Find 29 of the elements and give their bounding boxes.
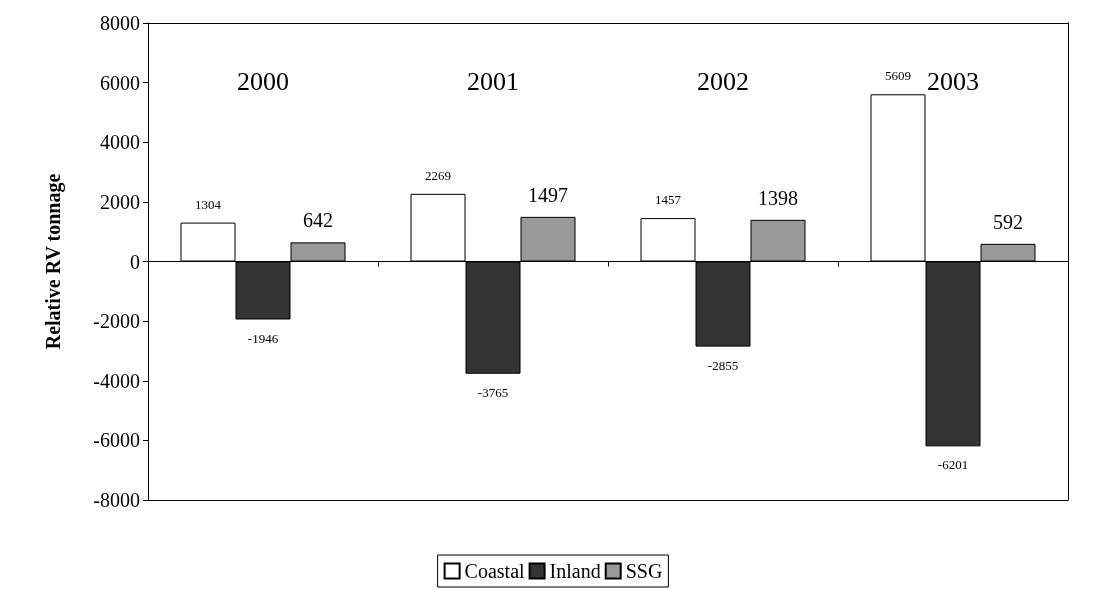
y-tick-label: -2000: [93, 310, 140, 333]
y-tick-label: 0: [130, 250, 140, 273]
data-label: 1497: [528, 183, 568, 206]
data-label: -6201: [937, 457, 969, 473]
y-tick-label: 6000: [100, 71, 140, 94]
legend-label: Coastal: [464, 560, 526, 582]
data-label: -3765: [477, 384, 509, 400]
data-label: 642: [303, 209, 333, 232]
data-label: -2855: [707, 357, 739, 373]
x-tick-label: 2002: [697, 66, 749, 96]
data-label: 592: [993, 210, 1023, 233]
legend-label: SSG: [625, 560, 663, 582]
y-tick-label: -6000: [93, 429, 140, 452]
y-tick-label: 4000: [100, 131, 140, 154]
y-tick-label: 2000: [100, 190, 140, 213]
legend-label: Inland: [549, 560, 601, 582]
x-tick-label: 2003: [927, 66, 979, 96]
y-tick-label: -8000: [93, 489, 140, 511]
data-label: 1398: [758, 186, 798, 209]
y-tick-label: 8000: [100, 12, 140, 34]
y-axis-title: Relative RV tonnage: [42, 173, 65, 350]
x-tick-label: 2000: [237, 66, 289, 96]
data-label: 1457: [655, 192, 682, 208]
data-label: 1304: [195, 196, 222, 212]
y-tick-label: -4000: [93, 369, 140, 392]
x-tick-label: 2001: [467, 66, 519, 96]
data-label: -1946: [247, 330, 279, 346]
data-label: 5609: [885, 68, 911, 84]
data-label: 2269: [425, 167, 451, 183]
